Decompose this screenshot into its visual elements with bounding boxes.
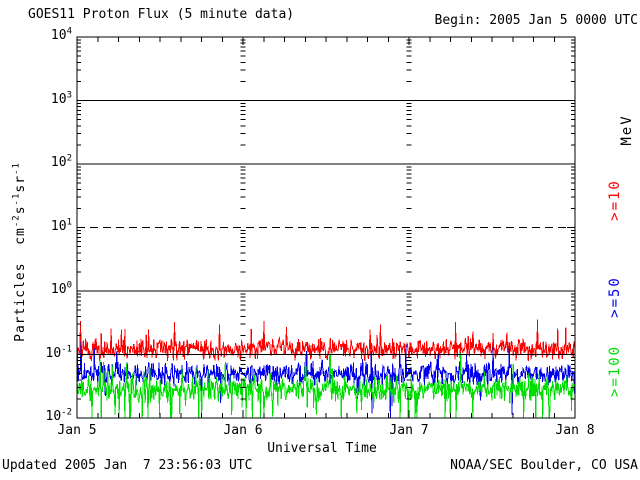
y-tick-label-1e4: 104 [50,26,72,43]
mev-units-label: MeV [619,114,635,146]
series-label-ge50: >=50 [607,276,623,318]
x-tick-label-jan8: Jan 8 [555,423,595,438]
x-tick-label-jan7: Jan 7 [389,423,429,438]
begin-time-label: Begin: 2005 Jan 5 0000 UTC [434,13,639,28]
y-tick-label-1e-2: 10-2 [45,407,73,424]
x-tick-label-jan5: Jan 5 [57,423,97,438]
series-label-ge10: >=10 [607,179,623,221]
series-label-ge100: >=100 [607,344,623,398]
x-tick-label-jan6: Jan 6 [223,423,263,438]
x-axis-title: Universal Time [267,441,377,456]
y-tick-label-1e2: 102 [50,153,72,170]
y-tick-label-1e-1: 10-1 [45,344,73,361]
y-tick-label-1e0: 100 [50,280,72,297]
chart-title: GOES11 Proton Flux (5 minute data) [28,7,295,22]
source-attribution: NOAA/SEC Boulder, CO USA [450,458,638,473]
updated-timestamp: Updated 2005 Jan 7 23:56:03 UTC [2,458,253,473]
y-tick-label-1e3: 103 [50,90,72,107]
y-tick-label-1e1: 101 [50,217,72,234]
y-axis-title: Particles cm-2s-1sr-1 [11,162,28,342]
